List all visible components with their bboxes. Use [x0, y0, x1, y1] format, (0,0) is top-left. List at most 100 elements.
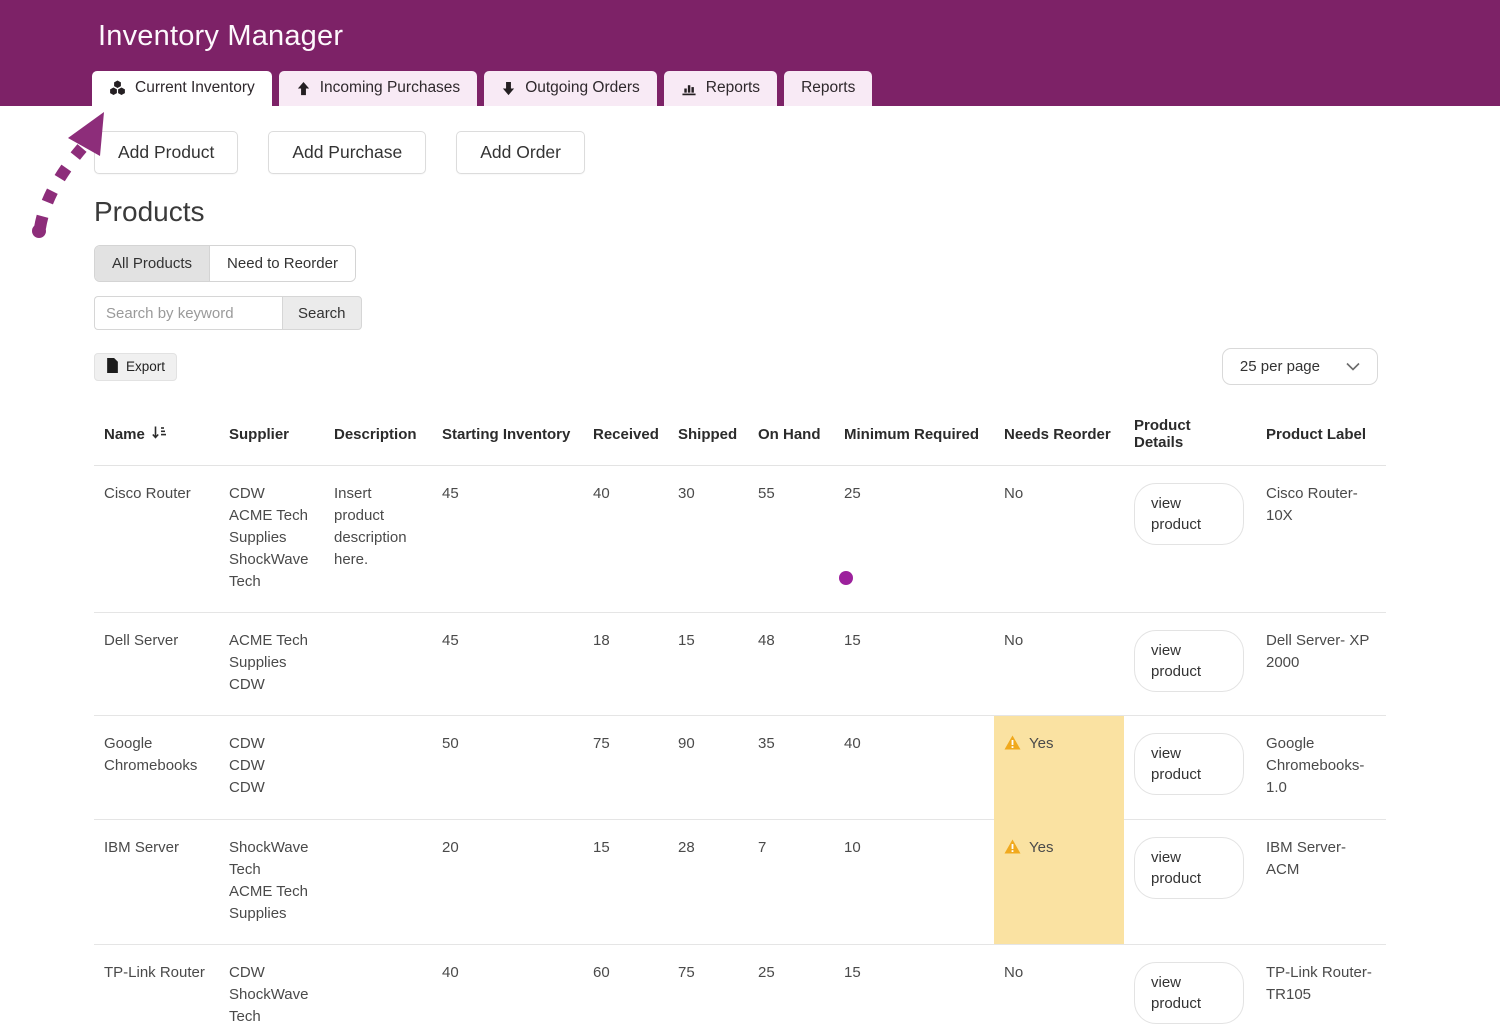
product-name: Google Chromebooks	[94, 715, 219, 820]
product-description	[324, 612, 432, 717]
shipped-value: 30	[668, 465, 748, 614]
bar-chart-icon	[681, 81, 697, 96]
view-product-button[interactable]: view product	[1134, 630, 1244, 693]
page-title: Products	[94, 196, 205, 227]
tab-reports[interactable]: Reports	[663, 71, 778, 106]
view-product-button[interactable]: view product	[1134, 483, 1244, 545]
on-hand-value: 35	[748, 715, 834, 820]
needs-reorder-cell: No	[994, 612, 1124, 717]
product-name: IBM Server	[94, 819, 219, 945]
received-value: 18	[583, 612, 668, 717]
app-title: Inventory Manager	[98, 20, 344, 52]
warning-icon	[1004, 839, 1021, 861]
add-product-button[interactable]: Add Product	[94, 131, 239, 174]
shipped-value: 75	[668, 944, 748, 1032]
product-details-cell: view product	[1124, 944, 1256, 1032]
starting-inventory-value: 20	[432, 819, 583, 945]
column-header-on-hand[interactable]: On Hand	[748, 407, 834, 466]
supplier-list: CDW ACME Tech Supplies ShockWave Tech	[219, 465, 324, 614]
table-row: Google Chromebooks CDW CDW CDW 50 75 90 …	[94, 715, 1386, 820]
tab-label: Reports	[705, 79, 761, 96]
product-filter-toggle: All Products Need to Reorder	[94, 245, 356, 282]
search-input[interactable]	[94, 296, 282, 330]
column-header-description[interactable]: Description	[324, 407, 432, 466]
on-hand-value: 48	[748, 612, 834, 717]
tab-label: Reports	[801, 79, 856, 96]
product-details-cell: view product	[1124, 465, 1256, 614]
product-label: TP-Link Router- TR105	[1256, 944, 1386, 1032]
supplier-list: ACME Tech Supplies CDW	[219, 612, 324, 717]
add-order-button[interactable]: Add Order	[456, 131, 585, 174]
tab-current-inventory[interactable]: Current Inventory	[92, 71, 272, 106]
on-hand-value: 55	[748, 465, 834, 614]
search-button[interactable]: Search	[282, 296, 362, 330]
sort-icon	[151, 424, 167, 444]
column-header-shipped[interactable]: Shipped	[668, 407, 748, 466]
arrow-up-icon	[296, 81, 311, 96]
column-header-received[interactable]: Received	[583, 407, 668, 466]
received-value: 60	[583, 944, 668, 1032]
export-button[interactable]: Export	[94, 352, 178, 381]
product-label: Google Chromebooks- 1.0	[1256, 715, 1386, 820]
product-name: Dell Server	[94, 612, 219, 717]
column-header-minimum-required[interactable]: Minimum Required	[834, 407, 994, 466]
view-product-button[interactable]: view product	[1134, 733, 1244, 796]
tab-label: Outgoing Orders	[525, 79, 640, 96]
column-header-product-label[interactable]: Product Label	[1256, 407, 1386, 466]
product-name: Cisco Router	[94, 465, 219, 614]
product-label: Dell Server- XP 2000	[1256, 612, 1386, 717]
shipped-value: 15	[668, 612, 748, 717]
tab-label: Current Inventory	[135, 79, 255, 96]
filter-all-products[interactable]: All Products	[95, 246, 210, 281]
tab-incoming-purchases[interactable]: Incoming Purchases	[278, 71, 478, 106]
received-value: 75	[583, 715, 668, 820]
product-label: Cisco Router- 10X	[1256, 465, 1386, 614]
product-description	[324, 715, 432, 820]
filter-need-to-reorder[interactable]: Need to Reorder	[209, 246, 355, 281]
column-header-needs-reorder[interactable]: Needs Reorder	[994, 407, 1124, 466]
received-value: 15	[583, 819, 668, 945]
starting-inventory-value: 45	[432, 465, 583, 614]
minimum-required-value: 15	[834, 944, 994, 1032]
product-label: IBM Server- ACM	[1256, 819, 1386, 945]
product-description	[324, 819, 432, 945]
tab-outgoing-orders[interactable]: Outgoing Orders	[484, 71, 657, 106]
starting-inventory-value: 50	[432, 715, 583, 820]
column-header-product-details[interactable]: Product Details	[1124, 407, 1256, 466]
table-row: Cisco Router CDW ACME Tech Supplies Shoc…	[94, 465, 1386, 614]
warning-icon	[1004, 735, 1021, 757]
supplier-list: CDW ShockWave Tech ACME Tech Supplies	[219, 944, 324, 1032]
column-header-starting-inventory[interactable]: Starting Inventory	[432, 407, 583, 466]
table-toolbar: Export 25 per page	[94, 348, 1378, 385]
product-details-cell: view product	[1124, 715, 1256, 820]
tab-reports-2[interactable]: Reports	[784, 71, 873, 106]
minimum-required-value: 25	[834, 465, 994, 614]
products-table: Name Supplier Descripti	[94, 407, 1386, 1032]
starting-inventory-value: 45	[432, 612, 583, 717]
on-hand-value: 7	[748, 819, 834, 945]
needs-reorder-cell: No	[994, 944, 1124, 1032]
needs-reorder-cell: No	[994, 465, 1124, 614]
shipped-value: 28	[668, 819, 748, 945]
chevron-down-icon	[1346, 358, 1360, 375]
minimum-required-value: 40	[834, 715, 994, 820]
main-content: Add Product Add Purchase Add Order Produ…	[0, 106, 1500, 1032]
table-row: Dell Server ACME Tech Supplies CDW 45 18…	[94, 612, 1386, 717]
minimum-required-value: 10	[834, 819, 994, 945]
arrow-down-icon	[501, 81, 516, 96]
product-description: Insert product description here.	[324, 465, 432, 614]
view-product-button[interactable]: view product	[1134, 961, 1244, 1024]
cubes-icon	[109, 80, 126, 96]
product-description	[324, 944, 432, 1032]
app-header: Inventory Manager Current Inventory Inco…	[0, 0, 1500, 106]
per-page-select[interactable]: 25 per page	[1221, 348, 1378, 385]
search-bar: Search	[94, 296, 1378, 330]
view-product-button[interactable]: view product	[1134, 836, 1244, 899]
product-name: TP-Link Router	[94, 944, 219, 1032]
needs-reorder-cell: Yes	[994, 715, 1124, 820]
add-purchase-button[interactable]: Add Purchase	[268, 131, 427, 174]
table-header-row: Name Supplier Descripti	[94, 407, 1386, 466]
column-header-supplier[interactable]: Supplier	[219, 407, 324, 466]
needs-reorder-cell: Yes	[994, 819, 1124, 945]
column-header-name[interactable]: Name	[94, 407, 219, 466]
